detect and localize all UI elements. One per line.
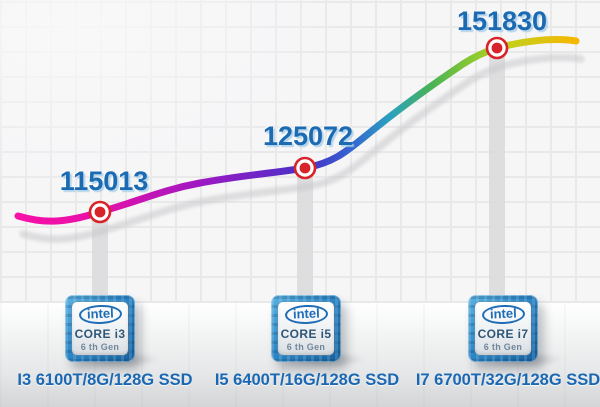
drop-bar-i7	[489, 48, 505, 332]
score-label-i7: 151830	[456, 6, 548, 36]
intel-logo: intel	[284, 304, 328, 325]
intel-logo: intel	[78, 304, 122, 325]
spec-label-i3: I3 6100T/8G/128G SSD	[17, 371, 193, 389]
score-label-i3: 115013	[59, 166, 149, 196]
generation-label: 6 th Gen	[483, 342, 523, 352]
core-model-label: CORE i7	[477, 327, 529, 341]
cpu-badge-face: intel CORE i7 6 th Gen	[475, 302, 531, 355]
data-point-i3	[88, 200, 112, 224]
core-model-label: CORE i5	[280, 327, 332, 341]
data-point-i7	[485, 36, 509, 60]
cpu-badge-i5: intel CORE i5 6 th Gen	[271, 295, 341, 362]
spec-label-i7: I7 6700T/32G/128G SSD	[415, 371, 600, 389]
spec-label-i5: I5 6400T/16G/128G SSD	[214, 371, 400, 389]
cpu-badge-face: intel CORE i3 6 th Gen	[72, 302, 128, 355]
cpu-badge-face: intel CORE i5 6 th Gen	[278, 302, 334, 355]
intel-logo: intel	[481, 304, 525, 325]
data-point-i5	[293, 156, 317, 180]
generation-label: 6 th Gen	[80, 342, 120, 352]
generation-label: 6 th Gen	[286, 342, 326, 352]
cpu-badge-i3: intel CORE i3 6 th Gen	[65, 295, 135, 362]
drop-bar-i5	[297, 168, 313, 332]
curve-shadow	[19, 53, 585, 243]
score-label-i5: 125072	[262, 121, 354, 151]
cpu-badge-i7: intel CORE i7 6 th Gen	[468, 295, 538, 362]
core-model-label: CORE i3	[74, 327, 126, 341]
